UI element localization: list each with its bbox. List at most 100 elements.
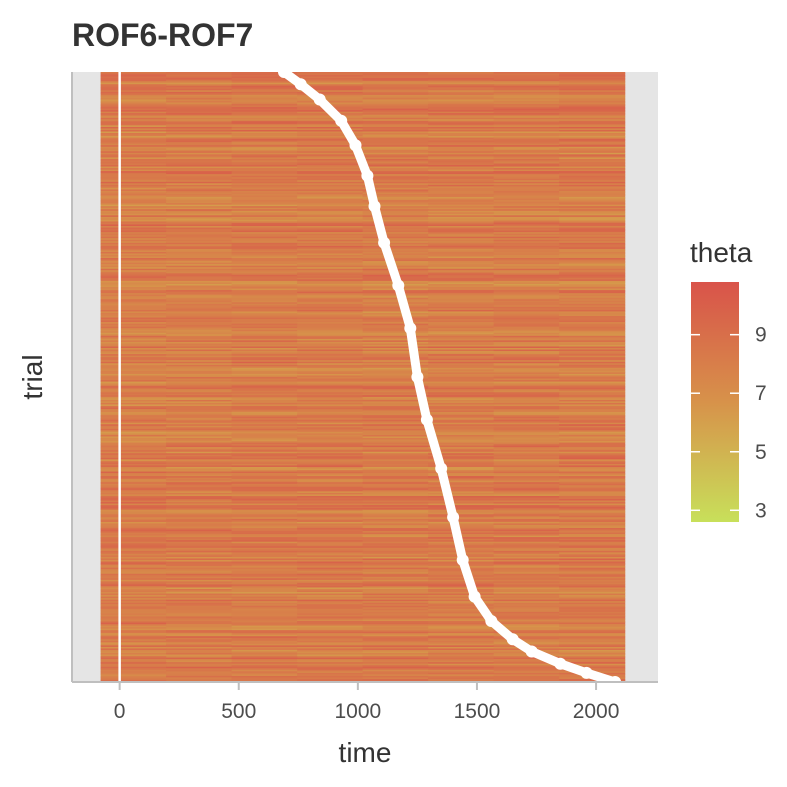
heatmap-cell (100, 367, 167, 370)
heatmap-cell (166, 161, 233, 164)
heatmap-cell (362, 442, 429, 445)
heatmap-cell (493, 479, 560, 482)
heatmap-cell (493, 108, 560, 111)
heatmap-cell (166, 308, 233, 311)
heatmap-cell (231, 399, 298, 402)
heatmap-cell (297, 87, 364, 90)
heatmap-cell (231, 219, 298, 222)
heatmap-cell (166, 578, 233, 581)
heatmap-cell (231, 139, 298, 142)
heatmap-cell (231, 314, 298, 317)
heatmap-cell (231, 85, 298, 88)
heatmap-cell (362, 72, 429, 74)
heatmap-cell (166, 189, 233, 192)
heatmap-cell (428, 311, 495, 314)
heatmap-cell (428, 575, 495, 578)
heatmap-cell (100, 669, 167, 672)
heatmap-cell (362, 253, 429, 256)
event-point (368, 200, 381, 213)
heatmap-cell (493, 75, 560, 77)
heatmap-cell (231, 123, 298, 126)
heatmap-cell (100, 142, 167, 145)
heatmap-cell (428, 360, 495, 363)
heatmap-cell (559, 189, 626, 192)
heatmap-cell (362, 212, 429, 215)
heatmap-cell (559, 165, 626, 167)
heatmap-cell (493, 573, 560, 576)
heatmap-cell (362, 672, 429, 675)
heatmap-cell (297, 123, 364, 126)
heatmap-cell (362, 546, 429, 549)
heatmap-cell (100, 605, 167, 608)
heatmap-cell (166, 259, 233, 262)
heatmap-cell (362, 165, 429, 167)
heatmap-cell (428, 431, 495, 434)
heatmap-cell (231, 578, 298, 581)
heatmap-cell (493, 235, 560, 238)
heatmap-cell (166, 412, 233, 414)
heatmap-cell (297, 189, 364, 192)
heatmap-cell (428, 381, 495, 384)
heatmap-cell (559, 598, 626, 601)
heatmap-cell (362, 511, 429, 514)
heatmap-cell (231, 492, 298, 495)
heatmap-cell (297, 384, 364, 387)
heatmap-cell (100, 133, 167, 135)
heatmap-cell (100, 290, 167, 292)
heatmap-cell (100, 422, 167, 425)
heatmap-cell (493, 82, 560, 85)
heatmap-cell (297, 428, 364, 431)
heatmap-cell (559, 137, 626, 140)
heatmap-cell (100, 79, 167, 82)
heatmap-cell (428, 312, 495, 315)
heatmap-cell (428, 271, 495, 274)
heatmap-cell (428, 244, 495, 247)
heatmap-cell (428, 529, 495, 532)
heatmap-cell (231, 261, 298, 264)
heatmap-cell (231, 547, 298, 550)
heatmap-cell (231, 491, 298, 494)
heatmap-cell (362, 312, 429, 315)
heatmap-cell (100, 404, 167, 407)
heatmap-cell (100, 131, 167, 134)
heatmap-cell (166, 306, 233, 309)
heatmap-cell (166, 140, 233, 143)
heatmap-cell (100, 419, 167, 422)
heatmap-cell (231, 169, 298, 172)
heatmap-cell (559, 428, 626, 431)
heatmap-cell (297, 642, 364, 645)
heatmap-cell (231, 256, 298, 259)
heatmap-cell (231, 508, 298, 511)
heatmap-cell (362, 219, 429, 222)
heatmap-cell (231, 628, 298, 631)
heatmap-cell (297, 657, 364, 660)
heatmap-cell (362, 611, 429, 614)
heatmap-cell (297, 221, 364, 224)
heatmap-cell (297, 380, 364, 382)
heatmap-cell (362, 302, 429, 305)
heatmap-cell (100, 550, 167, 553)
heatmap-cell (493, 229, 560, 231)
heatmap-cell (428, 273, 495, 276)
heatmap-cell (100, 267, 167, 270)
heatmap-cell (559, 326, 626, 329)
heatmap-cell (166, 540, 233, 543)
heatmap-cell (100, 625, 167, 628)
heatmap-cell (166, 596, 233, 599)
heatmap-cell (428, 216, 495, 219)
heatmap-cell (428, 276, 495, 279)
heatmap-cell (297, 454, 364, 457)
heatmap-cell (297, 412, 364, 414)
heatmap-cell (559, 447, 626, 450)
heatmap-cell (166, 433, 233, 436)
heatmap-cell (493, 512, 560, 515)
heatmap-cell (493, 268, 560, 271)
heatmap-cell (428, 213, 495, 216)
heatmap-cell (428, 256, 495, 259)
heatmap-cell (493, 508, 560, 511)
heatmap-cell (166, 485, 233, 488)
heatmap-cell (231, 390, 298, 393)
heatmap-cell (231, 317, 298, 320)
heatmap-cell (100, 642, 167, 645)
